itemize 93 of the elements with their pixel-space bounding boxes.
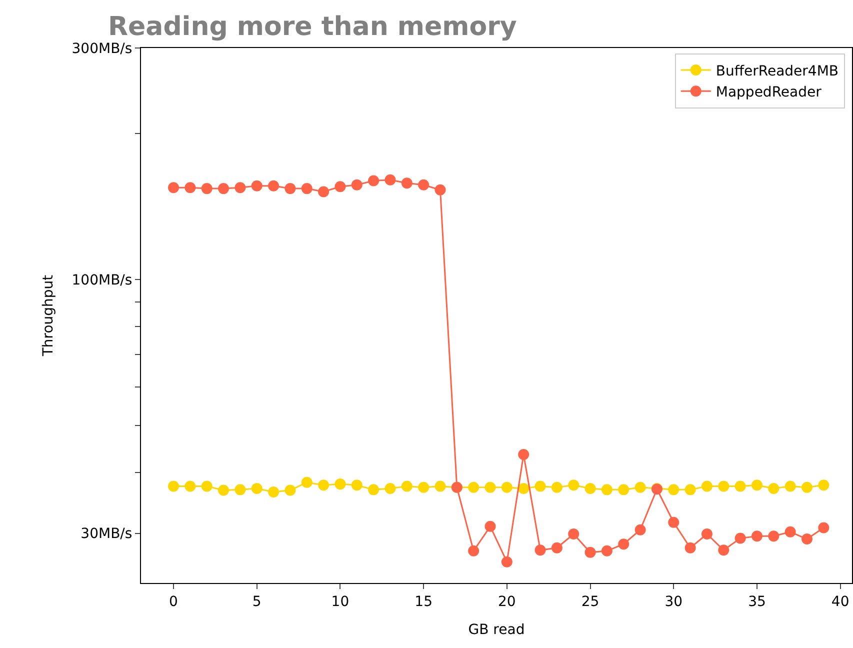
point (218, 183, 230, 194)
y-axis-title: Throughput (40, 274, 56, 358)
point (518, 449, 530, 460)
point (201, 480, 212, 492)
point (401, 178, 412, 189)
point (818, 522, 830, 534)
point (751, 480, 762, 491)
point (484, 520, 496, 532)
point (301, 183, 312, 194)
point (484, 482, 496, 493)
point (418, 179, 430, 190)
x-tick-label: 40 (831, 594, 850, 610)
x-tick-label: 0 (169, 594, 178, 610)
point (801, 534, 812, 545)
point (218, 484, 230, 496)
point (468, 482, 480, 493)
x-tick-label: 20 (498, 594, 516, 610)
point (384, 174, 396, 186)
x-tick-label: 15 (414, 594, 432, 610)
point (168, 182, 180, 194)
point (634, 524, 646, 536)
point (551, 482, 562, 493)
point (734, 480, 746, 492)
point (434, 480, 446, 492)
point (718, 544, 730, 556)
point (401, 480, 412, 492)
point (251, 483, 262, 494)
point (684, 484, 696, 496)
y-tick-label: 100MB/s (72, 272, 132, 288)
point (268, 180, 280, 192)
y-tick-label: 300MB/s (72, 40, 132, 57)
point (268, 486, 280, 498)
x-tick-label: 35 (748, 594, 766, 610)
point (734, 532, 746, 544)
point (384, 483, 396, 494)
point (301, 476, 312, 488)
point (684, 542, 696, 554)
point (318, 186, 330, 198)
point (334, 181, 346, 192)
point (768, 530, 780, 542)
point (351, 179, 362, 190)
point (701, 528, 712, 540)
point (501, 482, 512, 493)
point (751, 530, 762, 542)
legend-label: BufferReader4MB (716, 63, 839, 80)
point (568, 480, 580, 491)
point (601, 545, 612, 556)
x-tick-label: 5 (252, 594, 262, 610)
point (584, 483, 596, 494)
point (318, 480, 330, 491)
x-tick-label: 25 (581, 594, 600, 610)
point (251, 180, 262, 192)
point (284, 484, 296, 496)
point (284, 183, 296, 194)
point (418, 482, 430, 493)
point (551, 542, 562, 554)
point (368, 484, 380, 496)
point (668, 516, 680, 528)
point (668, 484, 680, 496)
point (618, 484, 630, 496)
point (718, 480, 730, 492)
point (784, 526, 796, 538)
point (534, 480, 546, 492)
point (584, 546, 596, 558)
point (234, 484, 246, 496)
point (601, 484, 612, 496)
x-axis-title: GB read (468, 622, 525, 638)
point (818, 480, 830, 491)
x-tick-label: 30 (664, 594, 683, 610)
point (768, 483, 780, 494)
point (618, 538, 630, 550)
point (801, 482, 812, 493)
point (201, 183, 212, 194)
point (501, 556, 512, 568)
point (518, 483, 530, 494)
point (184, 182, 196, 194)
point (351, 480, 362, 491)
point (701, 480, 712, 492)
point (168, 480, 180, 492)
point (234, 182, 246, 194)
point (334, 478, 346, 490)
point (368, 175, 380, 186)
point (434, 184, 446, 196)
y-tick-label: 30MB/s (80, 526, 132, 542)
point (184, 480, 196, 492)
point (468, 545, 480, 556)
point (784, 480, 796, 492)
chart-title: Reading more than memory (108, 12, 517, 42)
point (634, 482, 646, 493)
legend-label: MappedReader (716, 84, 822, 101)
x-tick-label: 10 (331, 594, 350, 610)
point (568, 528, 580, 540)
point (534, 544, 546, 556)
